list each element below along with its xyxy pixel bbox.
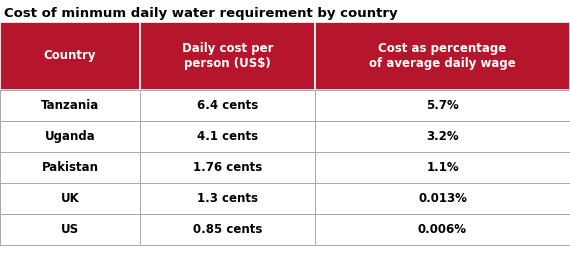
Text: Uganda: Uganda — [44, 130, 95, 143]
Bar — [315, 152, 570, 183]
Text: Daily cost per
person (US$): Daily cost per person (US$) — [182, 42, 273, 70]
Text: Country: Country — [44, 49, 96, 62]
Text: UK: UK — [60, 192, 79, 205]
Text: Pakistan: Pakistan — [42, 161, 99, 174]
Bar — [0, 90, 570, 245]
Bar — [315, 22, 570, 90]
Text: 1.3 cents: 1.3 cents — [197, 192, 258, 205]
Text: 3.2%: 3.2% — [426, 130, 459, 143]
Text: US: US — [61, 223, 79, 236]
Bar — [315, 183, 570, 214]
Bar — [0, 121, 140, 152]
Text: 0.013%: 0.013% — [418, 192, 467, 205]
Text: 0.85 cents: 0.85 cents — [193, 223, 262, 236]
Bar — [315, 214, 570, 245]
Text: 1.76 cents: 1.76 cents — [193, 161, 262, 174]
Text: 1.1%: 1.1% — [426, 161, 459, 174]
Bar — [140, 22, 315, 90]
Text: Tanzania: Tanzania — [41, 99, 99, 112]
Bar — [140, 214, 315, 245]
Bar — [140, 121, 315, 152]
Bar — [0, 22, 140, 90]
Bar — [0, 183, 140, 214]
Text: 5.7%: 5.7% — [426, 99, 459, 112]
Bar — [315, 121, 570, 152]
Text: 6.4 cents: 6.4 cents — [197, 99, 258, 112]
Bar — [0, 214, 140, 245]
Bar — [140, 90, 315, 121]
Text: Cost as percentage
of average daily wage: Cost as percentage of average daily wage — [369, 42, 516, 70]
Bar — [315, 90, 570, 121]
Text: 0.006%: 0.006% — [418, 223, 467, 236]
Text: Cost of minmum daily water requirement by country: Cost of minmum daily water requirement b… — [4, 6, 398, 19]
Bar — [140, 152, 315, 183]
Bar — [140, 183, 315, 214]
Bar — [0, 90, 140, 121]
Bar — [0, 152, 140, 183]
Text: 4.1 cents: 4.1 cents — [197, 130, 258, 143]
